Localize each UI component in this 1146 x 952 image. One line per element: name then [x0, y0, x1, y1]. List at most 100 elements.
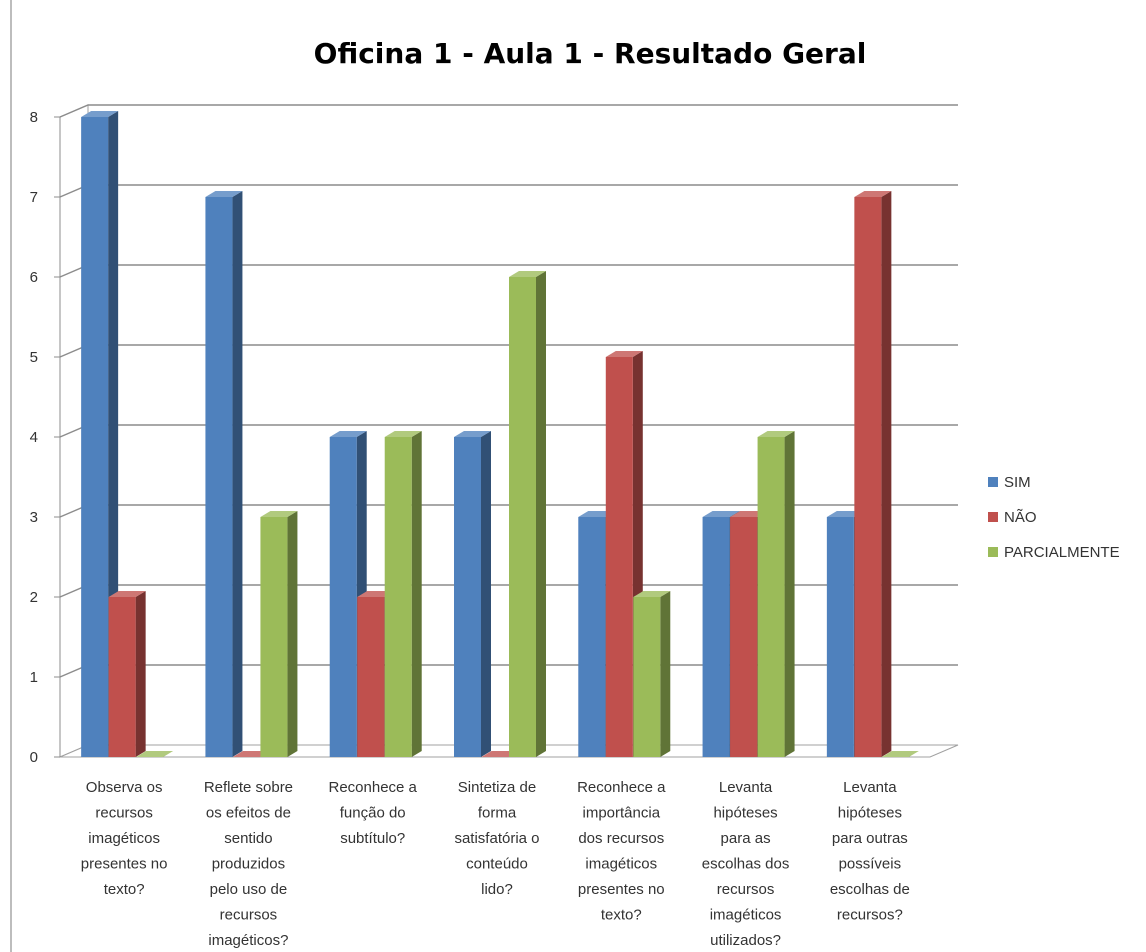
category-label-line: lido? — [481, 881, 513, 898]
category-label: Levanta hipóteses para as escolhas dos recur… — [702, 779, 790, 949]
bar-front — [605, 357, 633, 757]
bar-front — [826, 517, 854, 757]
chart-title: Oficina 1 - Aula 1 - Resultado Geral — [314, 37, 867, 70]
category-label: Sintetiza de forma satisfatória o conteúdo l… — [454, 779, 539, 898]
category-label-line: sentido — [224, 830, 272, 847]
bar-top — [454, 431, 491, 437]
bar-top — [205, 191, 243, 197]
y-tick-label: 4 — [30, 429, 38, 446]
category-label-line: texto? — [601, 907, 642, 924]
bar-top — [854, 191, 892, 197]
bar-front — [730, 517, 758, 757]
bar-top — [384, 431, 422, 437]
bar-side — [232, 191, 243, 757]
bar — [205, 191, 243, 757]
category-label: Reflete sobre os efeitos de sentido produzi… — [204, 779, 293, 949]
bar-top — [329, 431, 367, 437]
gridline — [59, 104, 958, 118]
legend-label: PARCIALMENTE — [1004, 544, 1120, 561]
bar-top — [881, 751, 919, 757]
y-tick-label: 6 — [30, 269, 38, 286]
category-label-line: satisfatória o — [454, 830, 539, 847]
bar-front — [854, 197, 882, 757]
category-label-line: recursos — [220, 907, 278, 924]
bar-front — [702, 517, 730, 757]
category-label-line: presentes no — [81, 856, 168, 873]
category-label-line: utilizados? — [710, 932, 781, 949]
bar-side — [660, 591, 671, 757]
category-label: Levanta hipóteses para outras possíveis esco… — [830, 779, 910, 924]
category-label-line: Levanta — [843, 779, 897, 796]
bar-top — [108, 591, 146, 597]
bar-front — [205, 197, 233, 757]
category-label-line: função do — [340, 805, 406, 822]
bar — [509, 271, 546, 757]
bar-front — [757, 437, 785, 757]
category-label-line: escolhas de — [830, 881, 910, 898]
bar-side — [536, 271, 546, 757]
bar — [854, 191, 892, 757]
category-label-line: imagéticos? — [208, 932, 288, 949]
bar-front — [633, 597, 661, 757]
bars — [81, 111, 919, 758]
category-label: Reconhece a importância dos recursos imagét… — [577, 779, 666, 924]
bar-front — [260, 517, 288, 757]
legend-item: NÃO — [988, 509, 1037, 526]
bar-side — [784, 431, 795, 757]
bar-top — [633, 591, 671, 597]
legend-item: SIM — [988, 474, 1031, 491]
category-label-line: hipóteses — [713, 805, 777, 822]
y-tick-label: 7 — [30, 189, 38, 206]
legend-label: NÃO — [1004, 509, 1037, 526]
bar-top — [509, 271, 546, 277]
bar — [757, 431, 795, 757]
category-label-line: para as — [721, 830, 771, 847]
category-label-line: imagéticos — [585, 856, 657, 873]
bar-top — [757, 431, 795, 437]
legend-swatch — [988, 477, 998, 487]
bar-front — [329, 437, 357, 757]
bar-front — [108, 597, 136, 757]
bar — [881, 751, 919, 758]
gridline — [59, 264, 958, 278]
frame-border — [10, 0, 12, 952]
category-label-line: importância — [583, 805, 661, 822]
bar-front — [81, 117, 109, 757]
y-axis-ticks: 0 1 2 3 4 5 6 7 8 — [30, 109, 38, 766]
y-tick-label: 5 — [30, 349, 38, 366]
bar-front — [384, 437, 412, 757]
bar-top — [702, 511, 740, 517]
bar-top — [136, 751, 174, 757]
bar — [384, 431, 422, 757]
category-label-line: escolhas dos — [702, 856, 790, 873]
category-label-line: pelo uso de — [210, 881, 288, 898]
category-label-line: recursos — [95, 805, 153, 822]
category-label-line: conteúdo — [466, 856, 528, 873]
bar-top — [260, 511, 298, 517]
category-label-line: Reflete sobre — [204, 779, 293, 796]
category-label-line: Reconhece a — [577, 779, 666, 796]
bar-top — [605, 351, 643, 357]
category-label: Reconhece a função do subtítulo? — [329, 779, 418, 847]
category-label-line: possíveis — [839, 856, 902, 873]
bar-side — [135, 591, 146, 757]
y-tick-label: 1 — [30, 669, 38, 686]
category-label-line: texto? — [104, 881, 145, 898]
y-tick-label: 2 — [30, 589, 38, 606]
bar-side — [287, 511, 298, 757]
bar — [81, 111, 119, 757]
category-label-line: forma — [478, 805, 517, 822]
category-label-line: Levanta — [719, 779, 773, 796]
category-label-line: imagéticos — [88, 830, 160, 847]
category-label-line: Observa os — [86, 779, 163, 796]
legend-item: PARCIALMENTE — [988, 544, 1120, 561]
bar — [136, 751, 174, 758]
category-label-line: para outras — [832, 830, 908, 847]
bar — [633, 591, 671, 757]
category-label-line: os efeitos de — [206, 805, 291, 822]
bar — [454, 431, 491, 757]
category-label-line: imagéticos — [710, 907, 782, 924]
bar-side — [411, 431, 422, 757]
